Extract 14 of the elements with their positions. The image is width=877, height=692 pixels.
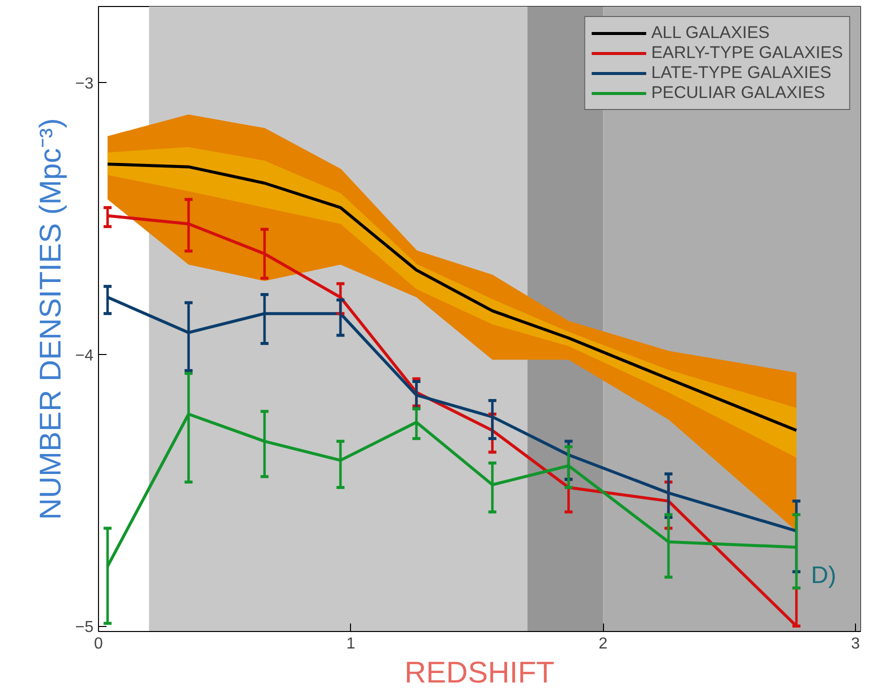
legend-label: EARLY-TYPE GALAXIES — [651, 43, 843, 63]
annotation: D) — [810, 562, 836, 589]
legend-label: LATE-TYPE GALAXIES — [651, 63, 832, 83]
y-tick-label: −3 — [75, 76, 94, 93]
y-tick-label: −5 — [75, 619, 94, 636]
x-tick-label: 1 — [346, 636, 356, 652]
legend-label: PECULIAR GALAXIES — [651, 83, 826, 103]
legend-label: ALL GALAXIES — [651, 23, 770, 43]
y-tick-label: −4 — [75, 347, 94, 364]
x-tick-label: 2 — [598, 636, 608, 652]
x-tick-label: 3 — [851, 636, 860, 652]
x-axis-title: REDSHIFT — [404, 656, 554, 690]
y-axis-title: NUMBER DENSITIES (Mpc⁻³) — [34, 118, 68, 520]
x-tick-label: 0 — [94, 636, 104, 652]
